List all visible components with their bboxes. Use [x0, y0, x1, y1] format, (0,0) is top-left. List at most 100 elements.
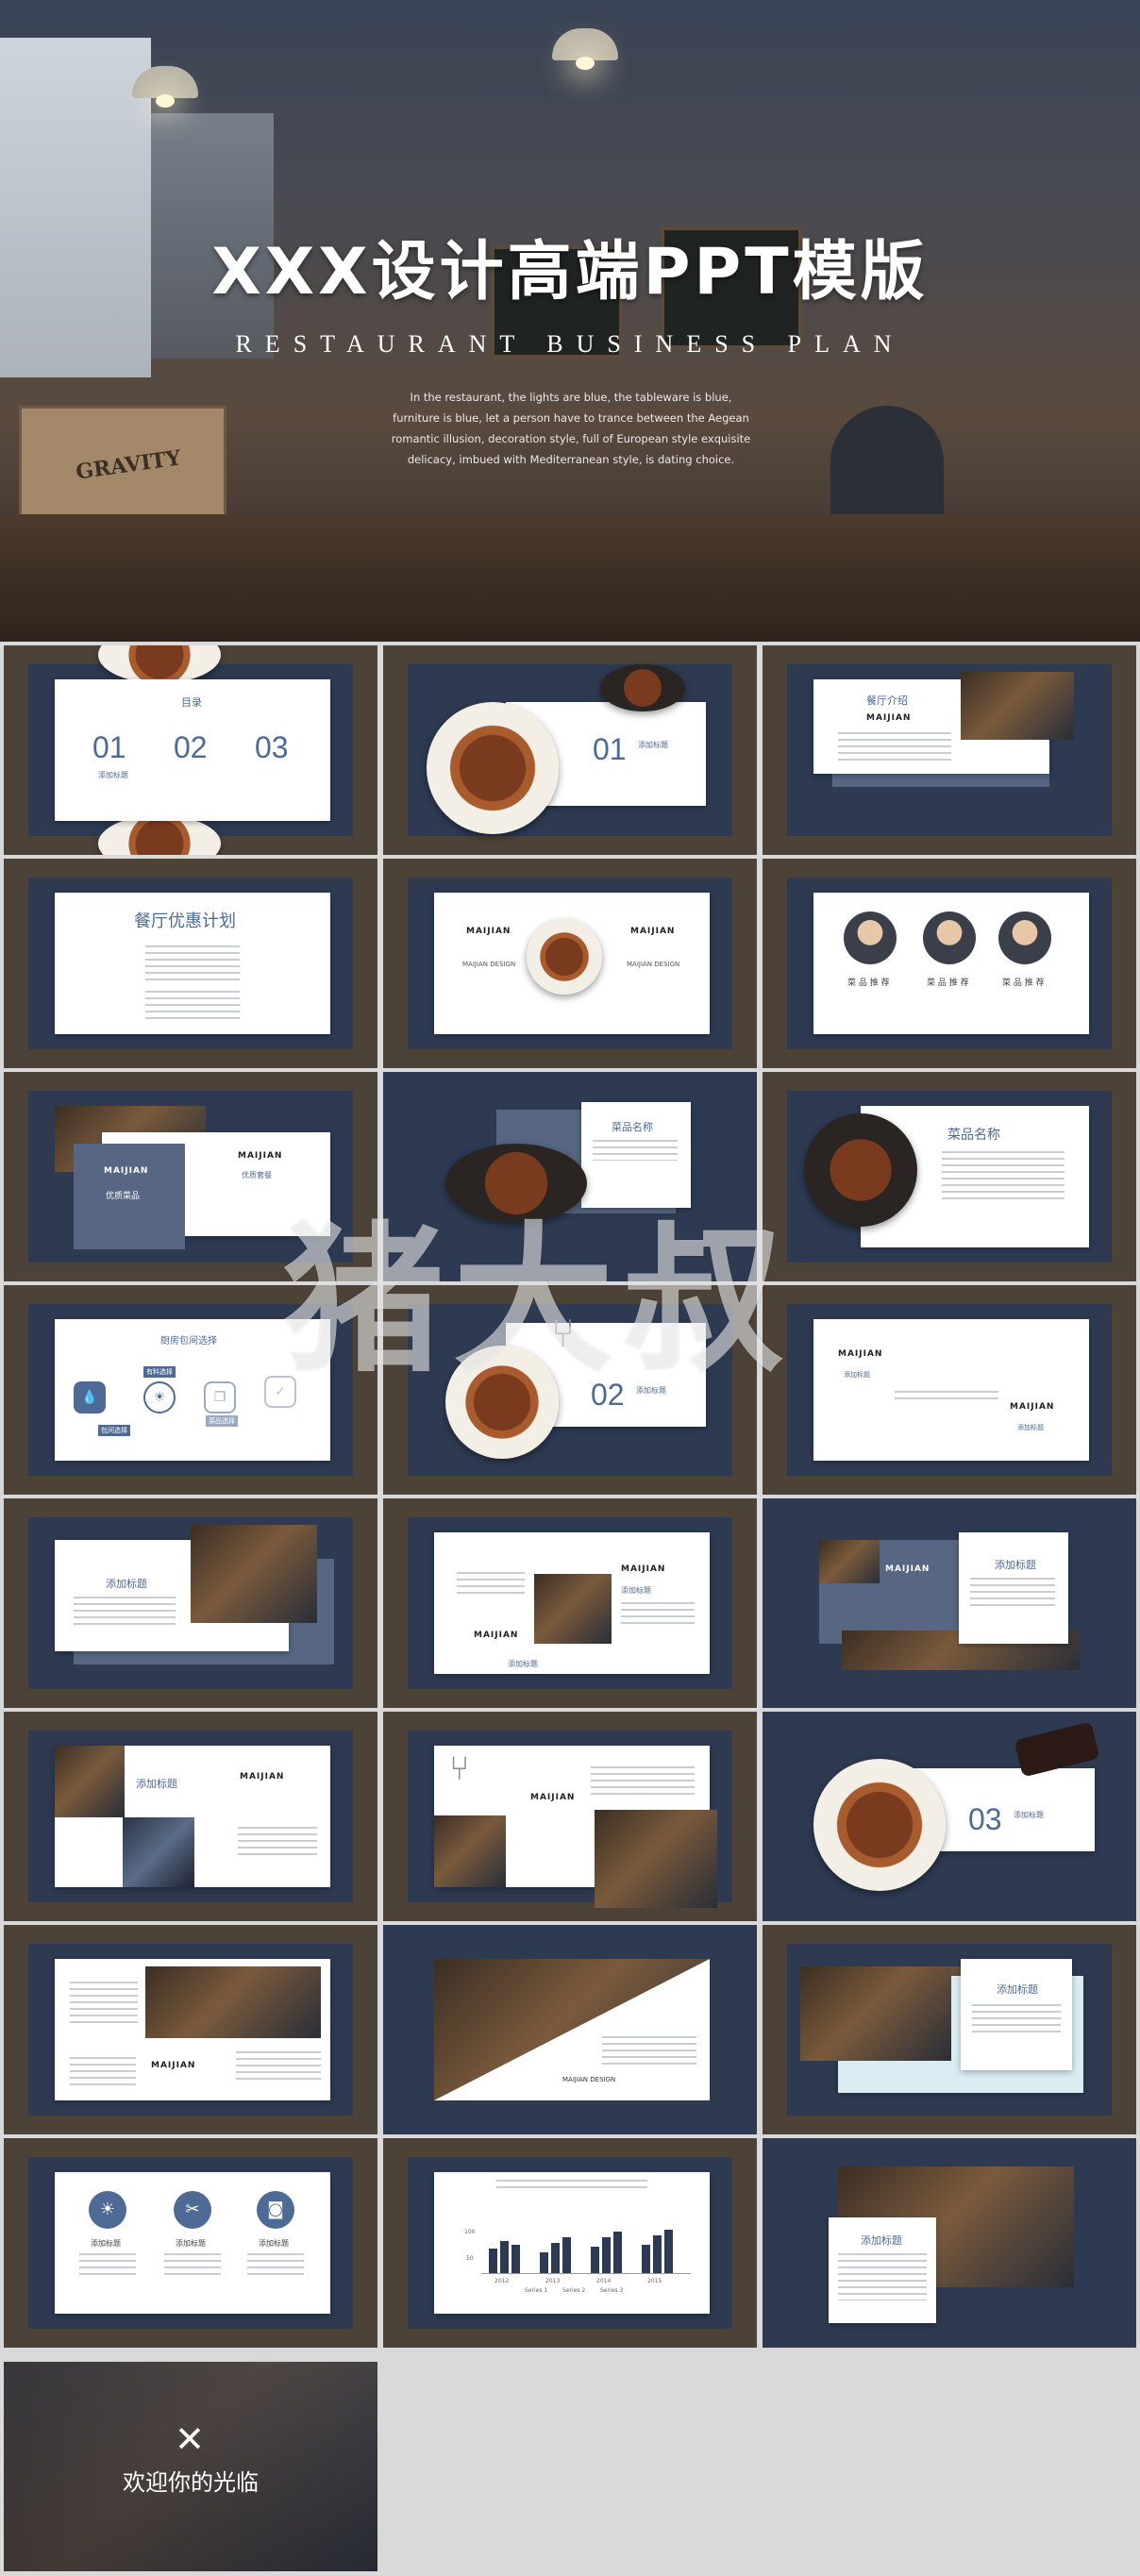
- ending-text: 欢迎你的光临: [123, 2469, 259, 2496]
- lightbulb-icon: ☀: [89, 2191, 126, 2229]
- bar-chart: [481, 2223, 691, 2274]
- chart-bar: [562, 2237, 571, 2273]
- number-2: 02: [174, 730, 208, 764]
- hero-subtitle: RESTAURANT BUSINESS PLAN: [235, 330, 905, 358]
- person-photo: [998, 912, 1051, 964]
- slide-quality[interactable]: MAIJIAN 优质菜品 MAIJIAN 优质套餐: [4, 1072, 377, 1281]
- slide-label: 菜品名称: [612, 1121, 653, 1133]
- slide-add-title-5[interactable]: 添加标题: [763, 1925, 1136, 2134]
- number-1: 01: [92, 730, 126, 764]
- legend-item: Series 3: [600, 2287, 624, 2294]
- maijian-logo: MAIJIAN: [1010, 1402, 1055, 1412]
- caption: 添加标题: [259, 2239, 289, 2248]
- steak-plate-image: [527, 919, 602, 995]
- check-icon: ✓: [264, 1376, 296, 1408]
- restaurant-image: [800, 1966, 951, 2061]
- fork-icon: ⑂: [449, 1749, 470, 1788]
- maijian-logo: MAIJIAN: [838, 1349, 883, 1359]
- chart-bar: [489, 2249, 497, 2273]
- chart-bar: [642, 2245, 650, 2273]
- maijian-logo: MAIJIAN: [104, 1166, 149, 1176]
- hero-description: In the restaurant, the lights are blue, …: [391, 391, 751, 466]
- caption: 添加标题: [621, 1586, 651, 1595]
- maijian-logo: MAIJIAN: [466, 927, 511, 936]
- slide-ending[interactable]: ✕ 欢迎你的光临: [4, 2362, 377, 2571]
- slide-dish-name[interactable]: 菜品名称: [383, 1072, 757, 1281]
- maijian-logo: MAIJIAN: [474, 1631, 519, 1640]
- caption: MAIJIAN DESIGN: [562, 2076, 616, 2083]
- slide-discount-plan[interactable]: 餐厅优惠计划: [4, 859, 377, 1068]
- slide-add-title-6[interactable]: 添加标题: [763, 2138, 1136, 2348]
- slide-label: 添加标题: [136, 1778, 177, 1790]
- caption: 添加标题: [638, 741, 668, 749]
- chart-bar: [511, 2245, 520, 2273]
- chart-bar: [613, 2232, 622, 2273]
- tag: 包间选择: [98, 1425, 130, 1436]
- tag: 有料选择: [143, 1366, 176, 1378]
- slide-intro[interactable]: 餐厅介绍 MAIJIAN: [763, 645, 1136, 855]
- hero-cover: GRAVITY XXX设计高端PPT模版 RESTAURANT BUSINESS…: [0, 0, 1140, 642]
- slide-room-select[interactable]: 厨房包间选择 💧 ☀ ❐ ✓ 包间选择 有料选择 菜品选择: [4, 1285, 377, 1495]
- slide-add-title-4[interactable]: 添加标题 MAIJIAN: [4, 1712, 377, 1921]
- maijian-logo: MAIJIAN: [530, 1793, 576, 1802]
- fork-knife-icon: ✕: [175, 2418, 205, 2460]
- slide-dishes[interactable]: MAIJIAN MAIJIAN MAIJIAN DESIGN MAIJIAN D…: [383, 859, 757, 1068]
- caption: 添加标题: [1017, 1424, 1044, 1431]
- restaurant-image: [4, 2362, 377, 2571]
- camera-icon: ◙: [257, 2191, 294, 2229]
- caption: 添加标题: [1014, 1811, 1044, 1819]
- lamp-icon: [132, 66, 198, 108]
- x-axis-tick: 2014: [596, 2278, 612, 2284]
- slide-info-1[interactable]: MAIJIAN: [4, 1925, 377, 2134]
- maijian-logo: MAIJIAN: [885, 1564, 930, 1574]
- restaurant-image: [55, 1746, 125, 1817]
- caption: 添加标题: [91, 2239, 121, 2248]
- section-number: 01: [593, 732, 627, 766]
- slide-logo[interactable]: MAIJIAN 添加标题 MAIJIAN 添加标题: [763, 1285, 1136, 1495]
- restaurant-image: [434, 1815, 506, 1887]
- restaurant-image: [534, 1574, 612, 1644]
- slide-add-title-1[interactable]: 添加标题: [4, 1498, 377, 1708]
- caption: MAIJIAN DESIGN: [627, 961, 680, 968]
- slide-section-3[interactable]: 03 添加标题: [763, 1712, 1136, 1921]
- slide-team[interactable]: 菜 品 推 荐 菜 品 推 荐 菜 品 推 荐: [763, 859, 1136, 1068]
- caption: 优质套餐: [242, 1171, 272, 1179]
- x-axis-tick: 2013: [545, 2278, 561, 2284]
- chart-bar: [500, 2241, 509, 2273]
- chart-bar: [551, 2243, 560, 2273]
- slide-label: 添加标题: [106, 1578, 147, 1590]
- interior-image: [151, 113, 274, 359]
- slide-cutlery[interactable]: ⑂ MAIJIAN: [383, 1712, 757, 1921]
- steak-image: [600, 664, 685, 711]
- caption: 菜 品 推 荐: [847, 979, 890, 988]
- section-number: 03: [968, 1802, 1002, 1836]
- slide-contents[interactable]: 目录 01 02 03 添加标题: [4, 645, 377, 855]
- fork-icon: ⑂: [551, 1310, 576, 1356]
- slide-add-title-2[interactable]: MAIJIAN 添加标题 MAIJIAN 添加标题: [383, 1498, 757, 1708]
- menu-board-image: [661, 226, 802, 349]
- person-photo: [844, 912, 897, 964]
- slide-add-title-3[interactable]: MAIJIAN 添加标题: [763, 1498, 1136, 1708]
- slide-section-2[interactable]: ⑂ 02 添加标题: [383, 1285, 757, 1495]
- steak-plate-image: [445, 1346, 559, 1459]
- slide-label: 添加标题: [861, 2234, 902, 2247]
- x-axis-tick: 2012: [495, 2278, 510, 2284]
- caption: 添加标题: [636, 1386, 666, 1395]
- slide-diagonal[interactable]: MAIJIAN DESIGN: [383, 1925, 757, 2134]
- slide-chart[interactable]: 100 50 2012 2013 2014 2015 Series 1 Seri…: [383, 2138, 757, 2348]
- restaurant-image: [191, 1525, 317, 1623]
- maijian-logo: MAIJIAN: [151, 2061, 196, 2070]
- restaurant-image: [961, 672, 1074, 740]
- restaurant-image: [145, 1966, 321, 2038]
- slide-section-1[interactable]: 01 添加标题: [383, 645, 757, 855]
- slide-dish-name-2[interactable]: 菜品名称: [763, 1072, 1136, 1281]
- panel-label: 优质菜品: [106, 1192, 141, 1201]
- maijian-logo: MAIJIAN: [621, 1564, 666, 1574]
- hero-title: XXX设计高端PPT模版: [211, 235, 929, 309]
- slide-icons[interactable]: ☀ ✂ ◙ 添加标题 添加标题 添加标题: [4, 2138, 377, 2348]
- tools-icon: ✂: [174, 2191, 211, 2229]
- caption: 添加标题: [176, 2239, 206, 2248]
- number-3: 03: [255, 730, 289, 764]
- slide-label: 添加标题: [995, 1559, 1036, 1571]
